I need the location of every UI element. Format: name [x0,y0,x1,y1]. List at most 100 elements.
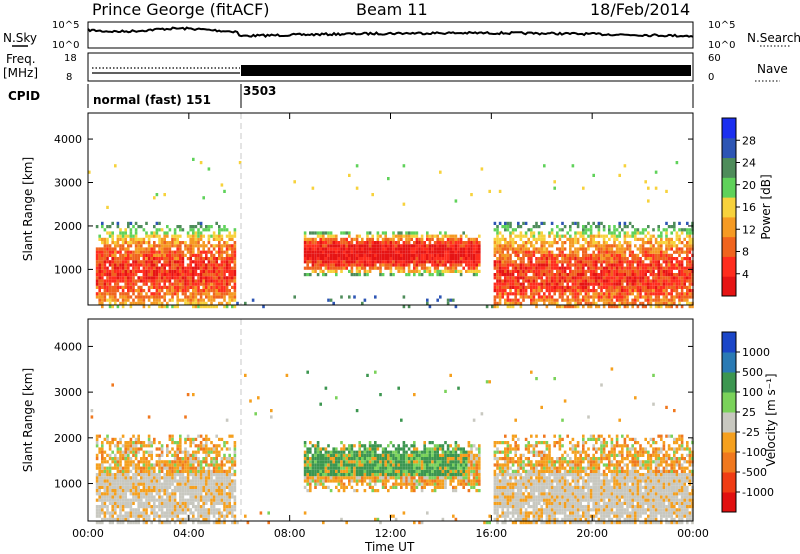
power-cell [197,282,200,286]
power-cell [454,263,458,267]
velocity-cell [111,476,114,480]
power-cell [665,305,668,309]
power-cell [405,250,408,254]
power-cell [641,260,645,264]
power-cell [387,244,390,248]
velocity-cell [168,460,172,464]
power-cell [137,276,140,280]
velocity-cell [329,457,333,461]
velocity-cell [119,473,122,477]
power-cell [621,276,624,280]
power-cell [621,250,624,254]
power-cell [675,305,679,309]
velocity-cell [129,482,133,486]
power-cell [444,234,447,238]
power-cell [210,301,213,305]
power-cell [522,282,525,286]
power-cell [368,231,372,235]
power-cell [511,276,515,280]
power-cell [415,244,419,248]
velocity-cell [103,479,107,483]
power-cell [639,289,642,293]
velocity-cell [220,479,224,483]
power-cell [160,263,164,267]
velocity-cell [327,457,330,461]
velocity-cell [103,514,107,518]
power-cell [197,292,200,296]
power-cell [530,292,533,296]
velocity-cell [218,514,221,518]
power-cell [322,269,325,273]
velocity-cell [173,489,177,493]
power-cell [400,237,403,241]
velocity-cell [205,485,208,489]
power-cell [563,273,567,277]
velocity-cell [202,469,205,473]
power-cell [366,241,369,245]
power-cell [592,241,595,245]
power-cell [493,266,497,270]
power-cell [173,234,177,238]
power-cell [119,257,122,261]
power-cell [350,244,354,248]
power-cell [545,282,549,286]
power-cell [95,225,99,229]
power-cell [111,269,114,273]
power-cell [569,269,572,273]
velocity-cell [327,469,330,473]
power-cell [316,247,320,251]
velocity-cell [220,492,224,496]
power-cell [498,263,502,267]
power-cell [519,250,523,254]
power-cell [381,250,385,254]
power-cell [327,298,330,302]
power-cell [517,253,520,257]
velocity-cell [199,466,203,470]
power-cell [119,234,122,238]
velocity-cell [244,514,247,518]
velocity-cell [127,447,130,451]
power-cell [137,225,140,229]
power-cell [119,263,122,267]
power-cell [142,276,146,280]
power-cell [329,231,333,235]
power-cell [641,289,645,293]
power-cell [683,266,686,270]
power-cell [506,305,510,309]
power-cell [137,295,140,299]
power-cell [587,269,590,273]
power-cell [173,241,177,245]
power-cell [582,257,585,261]
power-cell [309,241,312,245]
power-cell [176,282,179,286]
velocity-cell [233,508,237,512]
velocity-cell [108,501,112,505]
power-cell [116,298,120,302]
power-cell [95,295,99,299]
power-cell [535,301,538,305]
power-cell [537,266,541,270]
power-cell [576,301,580,305]
velocity-cell [186,485,190,489]
power-cell [153,273,156,277]
power-cell [592,285,595,289]
power-cell [657,260,660,264]
power-cell [613,269,616,273]
velocity-cell [137,434,140,438]
power-cell [129,234,133,238]
power-cell [181,289,185,293]
velocity-cell [212,444,216,448]
power-cell [207,250,211,254]
power-cell [124,260,127,264]
power-cell [587,260,590,264]
power-cell [686,253,689,257]
velocity-cell [207,463,211,467]
velocity-cell [205,501,208,505]
velocity-cell [197,473,200,477]
power-cell [431,253,434,257]
power-cell [119,260,122,264]
velocity-cell [303,444,307,448]
power-cell [106,289,109,293]
power-cell [223,189,226,193]
power-cell [153,263,156,267]
